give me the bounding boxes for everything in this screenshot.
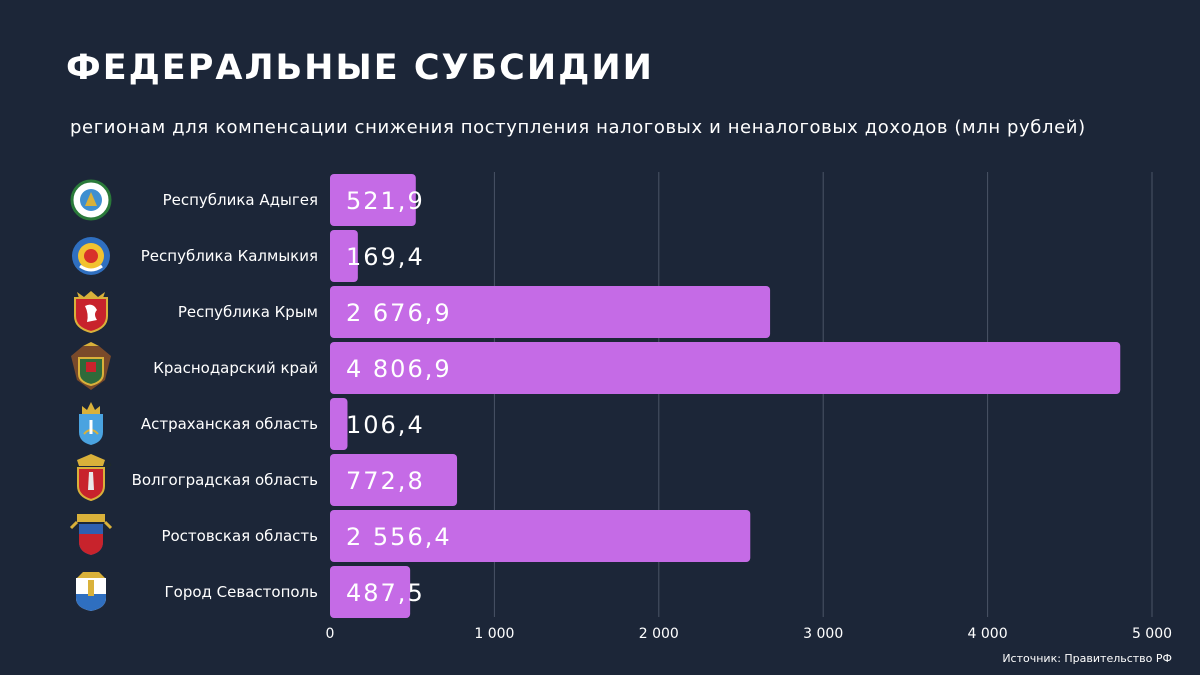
crimea-coat-of-arms-icon — [75, 291, 107, 332]
krasnodar-coat-of-arms-icon — [71, 342, 111, 390]
category-label: Краснодарский край — [153, 359, 318, 377]
sevastopol-coat-of-arms-icon — [76, 572, 106, 611]
category-labels: Республика Адыгея Республика Калмыкия Респ… — [132, 191, 318, 601]
value-label: 2 676,9 — [346, 299, 452, 327]
value-label: 2 556,4 — [346, 523, 452, 551]
value-label: 521,9 — [346, 187, 425, 215]
category-label: Астраханская область — [141, 415, 318, 433]
category-label: Республика Адыгея — [163, 191, 318, 209]
category-label: Волгоградская область — [132, 471, 318, 489]
adygea-coat-of-arms-icon — [72, 181, 110, 219]
kalmykia-coat-of-arms-icon — [72, 237, 110, 275]
source-note: Источник: Правительство РФ — [1002, 652, 1172, 665]
astrakhan-coat-of-arms-icon — [79, 402, 103, 445]
category-label: Город Севастополь — [165, 583, 318, 601]
value-label: 487,5 — [346, 579, 425, 607]
x-tick-label: 5 000 — [1132, 626, 1172, 642]
x-tick-label: 3 000 — [803, 626, 843, 642]
bars — [330, 174, 1120, 618]
region-icons — [71, 181, 111, 611]
value-label: 169,4 — [346, 243, 425, 271]
x-tick-label: 0 — [326, 626, 335, 642]
value-label: 106,4 — [346, 411, 425, 439]
value-label: 4 806,9 — [346, 355, 452, 383]
value-labels: 521,9 169,4 2 676,9 4 806,9 106,4 772,8 2 556,… — [346, 187, 452, 607]
category-label: Ростовская область — [161, 527, 318, 545]
rostov-coat-of-arms-icon — [71, 514, 111, 555]
category-label: Республика Калмыкия — [141, 247, 318, 265]
volgograd-coat-of-arms-icon — [71, 454, 111, 500]
x-axis-ticks: 0 1 000 2 000 3 000 4 000 5 000 — [326, 626, 1173, 642]
bar — [330, 398, 347, 450]
value-label: 772,8 — [346, 467, 425, 495]
x-tick-label: 2 000 — [639, 626, 679, 642]
x-tick-label: 1 000 — [474, 626, 514, 642]
x-tick-label: 4 000 — [968, 626, 1008, 642]
category-label: Республика Крым — [178, 303, 318, 321]
